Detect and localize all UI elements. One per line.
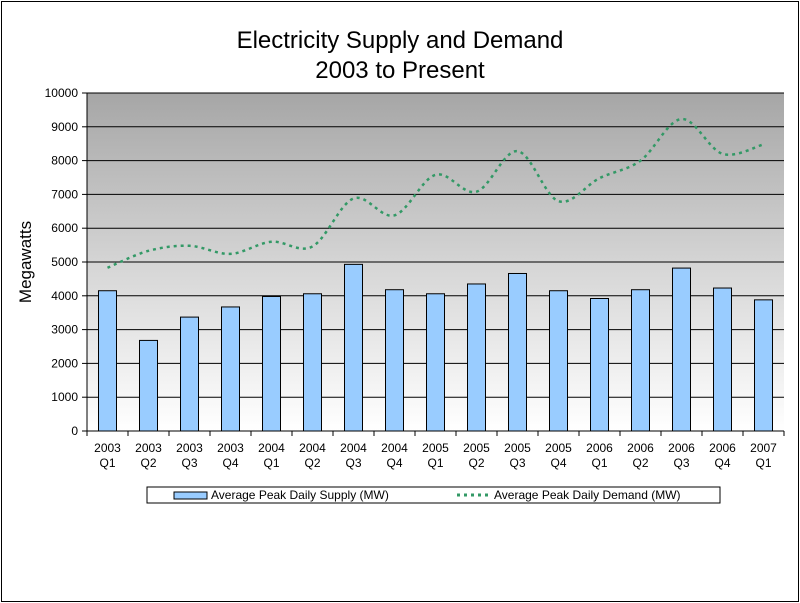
x-tick-label-quarter: Q3 bbox=[673, 456, 689, 470]
supply-bar bbox=[180, 316, 199, 432]
axes bbox=[82, 92, 785, 436]
supply-bar bbox=[385, 289, 404, 432]
x-tick-label-year: 2003 bbox=[217, 441, 244, 455]
x-tick-label-quarter: Q4 bbox=[550, 456, 566, 470]
supply-bar bbox=[590, 298, 609, 432]
y-tick-label: 5000 bbox=[51, 255, 78, 269]
supply-bar bbox=[549, 290, 568, 432]
x-tick-label-year: 2006 bbox=[627, 441, 654, 455]
y-tick-label: 4000 bbox=[51, 289, 78, 303]
supply-bar bbox=[508, 272, 527, 432]
x-tick-label-quarter: Q2 bbox=[632, 456, 648, 470]
legend-demand-label: Average Peak Daily Demand (MW) bbox=[494, 488, 681, 502]
x-tick-label-quarter: Q3 bbox=[181, 456, 197, 470]
y-tick-label: 7000 bbox=[51, 187, 78, 201]
supply-bar bbox=[754, 299, 773, 432]
supply-bar bbox=[221, 306, 240, 432]
x-tick-label-quarter: Q2 bbox=[140, 456, 156, 470]
x-tick-labels: 2003Q12003Q22003Q32003Q42004Q12004Q22004… bbox=[94, 441, 777, 470]
legend-box bbox=[146, 486, 721, 504]
supply-bar bbox=[98, 290, 117, 432]
y-tick-label: 10000 bbox=[45, 86, 79, 100]
chart-title: Electricity Supply and Demand bbox=[237, 27, 564, 54]
supply-bar bbox=[631, 289, 650, 432]
y-tick-label: 1000 bbox=[51, 390, 78, 404]
x-tick-label-quarter: Q3 bbox=[509, 456, 525, 470]
supply-bar bbox=[262, 295, 281, 432]
x-tick-label-year: 2003 bbox=[94, 441, 121, 455]
supply-bar bbox=[467, 283, 486, 432]
x-tick-label-year: 2005 bbox=[422, 441, 449, 455]
y-tick-label: 0 bbox=[71, 424, 78, 438]
supply-bar bbox=[303, 293, 322, 432]
legend: Average Peak Daily Supply (MW) Average P… bbox=[146, 486, 721, 504]
y-tick-label: 6000 bbox=[51, 221, 78, 235]
x-tick-label-year: 2003 bbox=[135, 441, 162, 455]
supply-bar bbox=[426, 293, 445, 432]
x-tick-label-year: 2007 bbox=[750, 441, 777, 455]
y-tick-label: 8000 bbox=[51, 154, 78, 168]
y-tick-label: 3000 bbox=[51, 323, 78, 337]
x-tick-label-quarter: Q2 bbox=[304, 456, 320, 470]
demand-line bbox=[107, 117, 764, 269]
x-tick-label-year: 2004 bbox=[258, 441, 285, 455]
x-tick-label-quarter: Q4 bbox=[714, 456, 730, 470]
x-tick-label-year: 2005 bbox=[463, 441, 490, 455]
x-tick-label-quarter: Q4 bbox=[222, 456, 238, 470]
x-tick-label-year: 2004 bbox=[340, 441, 367, 455]
x-tick-label-quarter: Q3 bbox=[345, 456, 361, 470]
x-tick-label-year: 2005 bbox=[545, 441, 572, 455]
x-tick-label-year: 2006 bbox=[586, 441, 613, 455]
x-tick-label-quarter: Q1 bbox=[591, 456, 607, 470]
x-tick-label-year: 2005 bbox=[504, 441, 531, 455]
x-tick-label-year: 2006 bbox=[709, 441, 736, 455]
y-tick-label: 9000 bbox=[51, 120, 78, 134]
legend-supply-swatch bbox=[173, 491, 208, 500]
y-axis-label: Megawatts bbox=[16, 221, 35, 303]
x-tick-label-quarter: Q1 bbox=[263, 456, 279, 470]
y-tick-label: 2000 bbox=[51, 356, 78, 370]
chart-subtitle: 2003 to Present bbox=[315, 57, 485, 84]
x-tick-label-quarter: Q1 bbox=[99, 456, 115, 470]
x-tick-label-year: 2003 bbox=[176, 441, 203, 455]
x-tick-label-quarter: Q1 bbox=[755, 456, 771, 470]
supply-bar bbox=[139, 339, 158, 432]
y-tick-labels: 0 1000 2000 3000 4000 5000 6000 7000 8000 9000 100… bbox=[45, 86, 79, 438]
x-tick-label-quarter: Q4 bbox=[386, 456, 402, 470]
x-tick-label-year: 2004 bbox=[299, 441, 326, 455]
x-tick-label-quarter: Q2 bbox=[468, 456, 484, 470]
x-tick-label-quarter: Q1 bbox=[427, 456, 443, 470]
supply-bar bbox=[672, 267, 691, 432]
legend-supply-label: Average Peak Daily Supply (MW) bbox=[211, 488, 389, 502]
x-tick-label-year: 2004 bbox=[381, 441, 408, 455]
supply-bar bbox=[344, 263, 363, 432]
supply-bar bbox=[713, 287, 732, 432]
x-tick-label-year: 2006 bbox=[668, 441, 695, 455]
